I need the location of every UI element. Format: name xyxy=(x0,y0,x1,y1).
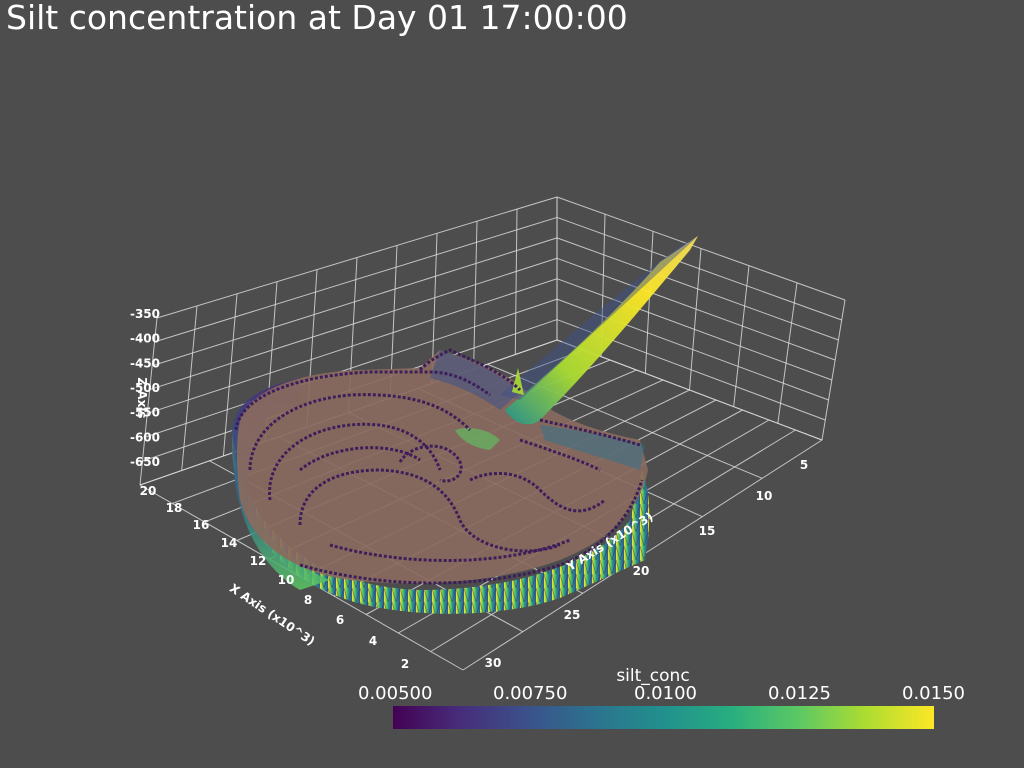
contour-line xyxy=(539,418,641,447)
x-tick-label: 2 xyxy=(401,657,409,671)
wall-gridline xyxy=(556,257,836,361)
contour-line xyxy=(299,479,644,585)
contour-line xyxy=(248,393,472,471)
wall-gridline xyxy=(556,196,846,301)
wall-gridline xyxy=(556,216,842,321)
river-plume xyxy=(505,236,698,425)
z-tick-label: -550 xyxy=(130,406,160,420)
surface-patch xyxy=(430,350,520,410)
wall-gridline xyxy=(689,248,702,391)
wall-gridline xyxy=(777,282,798,424)
x-tick-label: 14 xyxy=(221,536,238,550)
wall-gridline xyxy=(156,196,558,319)
z-axis-title: Z Axis xyxy=(135,377,149,418)
wall-gridline xyxy=(147,278,558,414)
z-tick-label: -450 xyxy=(130,356,160,370)
colorbar-tick: 0.0125 xyxy=(768,683,831,704)
contour-line xyxy=(519,438,601,472)
chart-title: Silt concentration at Day 01 17:00:00 xyxy=(6,0,628,37)
wall-gridline xyxy=(733,265,750,407)
x-tick-label: 12 xyxy=(250,554,267,568)
wall-gridline xyxy=(139,317,158,486)
x-tick-label: 20 xyxy=(140,484,157,498)
wall-gridline xyxy=(144,298,558,438)
wall-gridline xyxy=(821,299,846,441)
surface-patch xyxy=(540,425,645,470)
surface-patch xyxy=(455,428,500,450)
wall-gridline xyxy=(149,257,558,391)
colorbar-tick: 0.00500 xyxy=(358,683,433,704)
y-tick-label: 20 xyxy=(633,564,650,578)
wall-gridline xyxy=(556,237,839,341)
river-plume-edge xyxy=(500,238,696,400)
y-tick-label: 10 xyxy=(756,489,773,503)
colorbar-tick: 0.0100 xyxy=(634,683,697,704)
contour-lines xyxy=(234,348,644,585)
wall-gridline xyxy=(644,231,654,374)
contour-line xyxy=(469,471,606,513)
contour-line xyxy=(329,538,571,562)
wall-gridline xyxy=(556,339,823,441)
colorbar-tick: 0.0150 xyxy=(902,683,965,704)
colorbar xyxy=(393,706,934,729)
z-tick-label: -350 xyxy=(130,307,160,321)
contour-line xyxy=(418,348,522,392)
wall-gridline xyxy=(556,278,833,381)
wall-gridline xyxy=(556,298,829,401)
contour-line xyxy=(234,370,491,431)
y-tick-label: 30 xyxy=(485,656,502,670)
z-tick-label: -400 xyxy=(130,332,160,346)
x-tick-label: 8 xyxy=(304,593,312,607)
colorbar-tick: 0.00750 xyxy=(493,683,568,704)
x-tick-label: 4 xyxy=(369,634,377,648)
wall-gridline xyxy=(222,293,238,457)
x-tick-label: 16 xyxy=(193,518,210,532)
wall-gridline xyxy=(473,221,478,370)
contour-line xyxy=(298,468,561,553)
y-tick-label: 15 xyxy=(699,524,716,538)
wall-gridline xyxy=(151,237,558,367)
x-tick-label: 10 xyxy=(278,573,295,587)
wall-gridline xyxy=(154,216,558,343)
wall-gridline xyxy=(181,305,198,471)
floor-gridline xyxy=(487,363,763,479)
silt-surface xyxy=(231,236,698,614)
x-axis-title: X Axis (x10^3) xyxy=(227,581,317,648)
y-tick-label: 25 xyxy=(564,608,581,622)
z-tick-label: -600 xyxy=(130,430,160,444)
contour-line xyxy=(268,422,442,501)
z-tick-label: -500 xyxy=(130,381,160,395)
colorbar-title: silt_conc xyxy=(616,666,690,686)
plume-spike xyxy=(512,368,524,395)
contour-line xyxy=(398,444,463,483)
z-tick-label: -650 xyxy=(130,455,160,469)
x-tick-label: 6 xyxy=(336,613,344,627)
x-tick-label: 18 xyxy=(166,501,183,515)
y-tick-label: 5 xyxy=(800,458,808,472)
wall-gridline xyxy=(514,209,518,355)
